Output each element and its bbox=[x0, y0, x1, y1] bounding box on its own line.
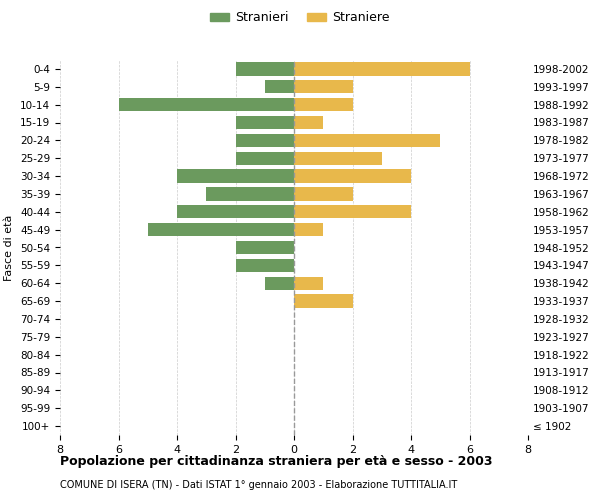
Bar bbox=[235, 152, 294, 165]
Text: Popolazione per cittadinanza straniera per età e sesso - 2003: Popolazione per cittadinanza straniera p… bbox=[60, 455, 493, 468]
Bar bbox=[235, 116, 294, 129]
Bar bbox=[294, 98, 353, 112]
Bar bbox=[235, 134, 294, 147]
Bar bbox=[294, 294, 353, 308]
Bar bbox=[294, 62, 470, 76]
Bar bbox=[177, 170, 294, 183]
Bar bbox=[265, 80, 294, 94]
Legend: Stranieri, Straniere: Stranieri, Straniere bbox=[205, 6, 395, 29]
Bar bbox=[294, 187, 353, 200]
Bar bbox=[294, 116, 323, 129]
Bar bbox=[206, 187, 294, 200]
Bar bbox=[294, 170, 411, 183]
Bar bbox=[235, 241, 294, 254]
Bar bbox=[148, 223, 294, 236]
Bar bbox=[294, 223, 323, 236]
Bar bbox=[235, 258, 294, 272]
Bar bbox=[294, 152, 382, 165]
Bar bbox=[294, 276, 323, 290]
Bar bbox=[119, 98, 294, 112]
Bar bbox=[294, 80, 353, 94]
Bar bbox=[294, 205, 411, 218]
Bar bbox=[235, 62, 294, 76]
Y-axis label: Fasce di età: Fasce di età bbox=[4, 214, 14, 280]
Bar bbox=[177, 205, 294, 218]
Bar bbox=[265, 276, 294, 290]
Text: COMUNE DI ISERA (TN) - Dati ISTAT 1° gennaio 2003 - Elaborazione TUTTITALIA.IT: COMUNE DI ISERA (TN) - Dati ISTAT 1° gen… bbox=[60, 480, 457, 490]
Bar bbox=[294, 134, 440, 147]
